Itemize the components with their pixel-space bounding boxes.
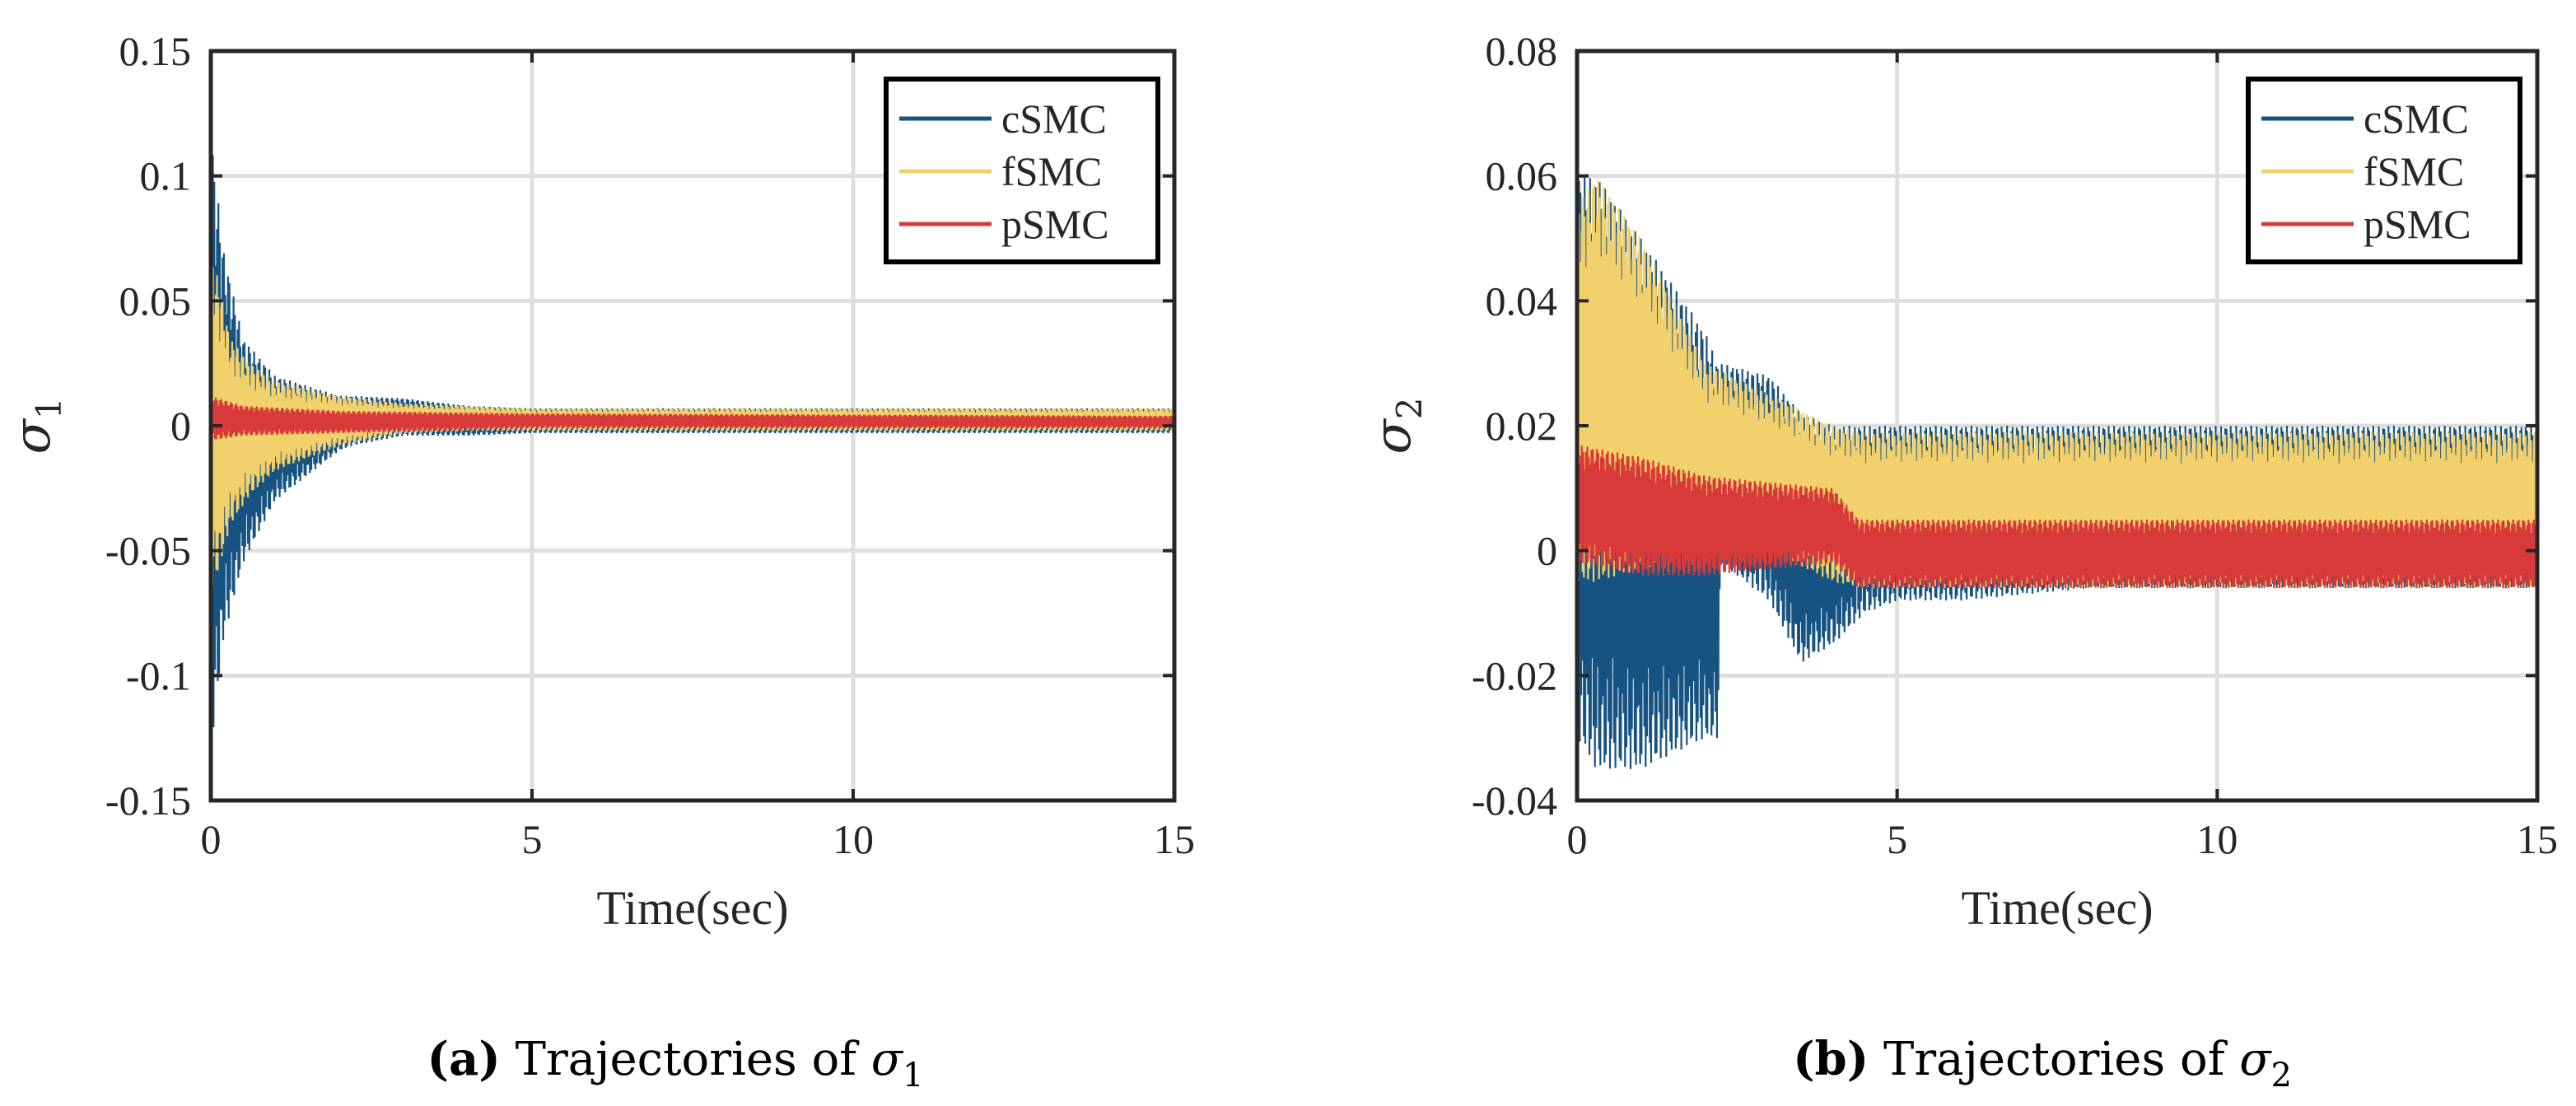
x-tick-label: 15 <box>2517 816 2558 862</box>
y-tick-label: -0.05 <box>105 528 191 574</box>
x-tick-label: 10 <box>2196 816 2238 862</box>
legend-label-cSMC: cSMC <box>1001 96 1107 142</box>
series-line-pSMC <box>1575 446 2539 589</box>
legend-label-pSMC: pSMC <box>1001 201 1109 247</box>
x-tick-label: 5 <box>1887 816 1907 862</box>
x-tick-label: 5 <box>522 816 543 862</box>
panel-b-ylabel: σ2 <box>1362 397 1430 454</box>
y-tick-label: -0.04 <box>1472 777 1557 824</box>
y-tick-label: -0.02 <box>1472 652 1557 698</box>
y-tick-label: 0.04 <box>1486 278 1558 324</box>
panel-b: 0 5 10 15 0.08 0.06 0.04 0.02 0 -0.02 -0.04 Time(s… <box>1362 28 2558 1094</box>
panel-a-caption: (a) Trajectories of σ1 <box>427 1032 924 1094</box>
panel-b-series <box>1575 175 2539 770</box>
panel-b-ticks: 0 5 10 15 0.08 0.06 0.04 0.02 0 -0.02 -0.04 <box>1472 28 2558 862</box>
legend-label-fSMC: fSMC <box>2364 148 2464 194</box>
y-tick-label: 0.06 <box>1486 153 1558 199</box>
y-tick-label: 0.15 <box>119 28 192 74</box>
y-tick-label: 0.02 <box>1486 403 1558 449</box>
series-line-fSMC <box>209 257 1176 586</box>
panel-a-xlabel: Time(sec) <box>596 881 788 935</box>
x-tick-label: 0 <box>201 816 222 862</box>
panel-a-legend: cSMC fSMC pSMC <box>884 77 1160 264</box>
y-tick-label: 0.08 <box>1486 28 1558 74</box>
y-tick-label: 0.05 <box>119 278 192 324</box>
y-tick-label: -0.15 <box>105 777 191 824</box>
panel-a-ticks: 0 5 10 15 0.15 0.1 0.05 0 -0.05 -0.1 -0.15 <box>105 28 1195 862</box>
y-tick-label: 0 <box>1537 528 1557 574</box>
x-tick-label: 10 <box>833 816 874 862</box>
panel-a: 0 5 10 15 0.15 0.1 0.05 0 -0.05 -0.1 -0.15 Time(se… <box>2 28 1195 1094</box>
panel-b-caption: (b) Trajectories of σ2 <box>1793 1032 2292 1094</box>
panel-b-legend: cSMC fSMC pSMC <box>2246 77 2522 264</box>
x-tick-label: 15 <box>1154 816 1195 862</box>
series-line-fSMC <box>1575 180 2539 589</box>
y-tick-label: 0 <box>170 403 191 449</box>
legend-label-pSMC: pSMC <box>2364 201 2471 247</box>
y-tick-label: -0.1 <box>126 652 191 698</box>
x-tick-label: 0 <box>1567 816 1588 862</box>
panel-a-series <box>209 155 1176 728</box>
legend-label-cSMC: cSMC <box>2364 96 2469 142</box>
series-line-pSMC <box>209 397 1176 441</box>
y-tick-label: 0.1 <box>140 153 192 199</box>
legend-label-fSMC: fSMC <box>1001 148 1102 194</box>
panel-b-xlabel: Time(sec) <box>1961 881 2153 935</box>
panel-a-ylabel: σ1 <box>2 397 69 454</box>
